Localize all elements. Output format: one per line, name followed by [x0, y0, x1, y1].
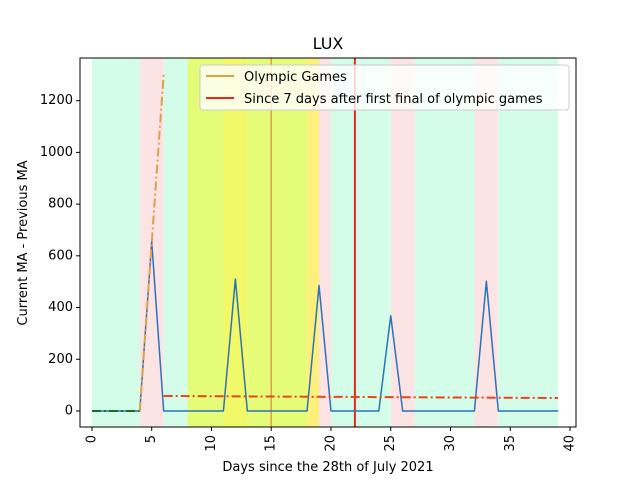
x-tick-label: 35 — [503, 435, 518, 452]
background-band — [187, 58, 224, 427]
x-tick-label: 30 — [443, 435, 458, 452]
background-band — [91, 58, 140, 427]
x-tick-label: 15 — [264, 435, 279, 452]
background-band — [474, 58, 499, 427]
y-tick-label: 1200 — [40, 93, 73, 108]
x-axis-label: Days since the 28th of July 2021 — [222, 460, 433, 475]
background-band — [330, 58, 391, 427]
y-tick-label: 600 — [48, 248, 73, 263]
x-tick-label: 20 — [323, 435, 338, 452]
background-bands — [91, 58, 559, 427]
background-band — [163, 58, 188, 427]
x-tick-label: 5 — [144, 435, 159, 443]
background-band — [498, 58, 559, 427]
legend-box — [199, 64, 570, 111]
x-axis-ticks: 0 5 10 15 20 25 30 35 40 — [84, 427, 578, 452]
y-tick-label: 400 — [48, 300, 73, 315]
background-band — [223, 58, 248, 427]
y-tick-label: 800 — [48, 197, 73, 212]
y-tick-label: 200 — [48, 352, 73, 367]
series-lines — [91, 74, 559, 412]
background-band — [390, 58, 415, 427]
series-line — [163, 394, 559, 400]
series-line — [138, 74, 165, 412]
reference-lines — [270, 58, 356, 427]
legend: Olympic Games Since 7 days after first f… — [199, 64, 570, 111]
legend-label-since-7-days: Since 7 days after first final of olympi… — [244, 92, 543, 107]
x-tick-label: 0 — [84, 435, 99, 443]
background-band — [414, 58, 475, 427]
x-tick-label: 10 — [204, 435, 219, 452]
chart-title: LUX — [313, 34, 344, 53]
x-tick-label: 40 — [563, 435, 578, 452]
y-axis-label: Current MA - Previous MA — [16, 160, 31, 325]
plot-frame — [79, 57, 577, 428]
series-line — [91, 240, 559, 412]
y-tick-label: 1000 — [40, 145, 73, 160]
y-axis-ticks: 0 200 400 600 800 1000 1200 — [40, 93, 80, 418]
legend-label-olympic-games: Olympic Games — [244, 70, 347, 85]
x-tick-label: 25 — [383, 435, 398, 452]
background-band — [247, 58, 308, 427]
y-tick-label: 0 — [65, 403, 73, 418]
background-band — [307, 58, 320, 427]
background-band — [319, 58, 331, 427]
